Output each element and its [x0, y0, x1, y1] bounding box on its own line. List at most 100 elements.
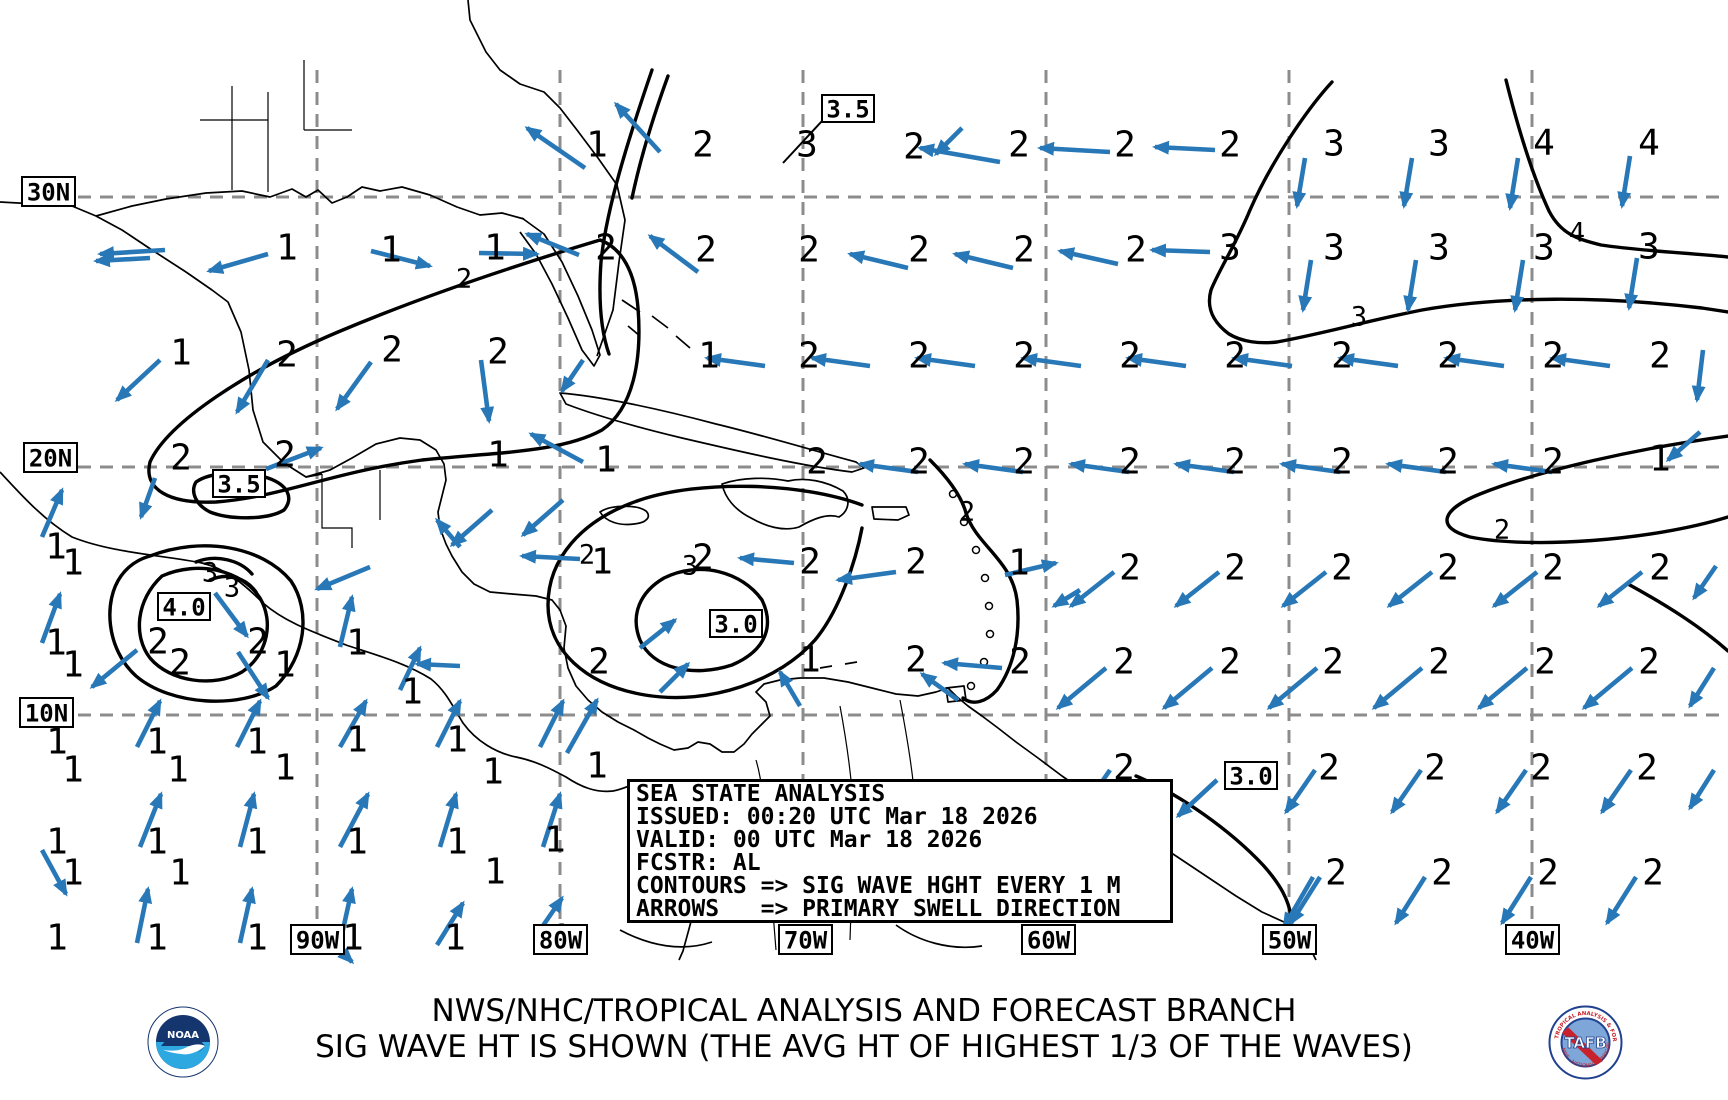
swell-direction-arrow — [1399, 157, 1415, 209]
swell-direction-arrow — [1279, 458, 1341, 475]
wave-height-value: 2 — [1331, 442, 1353, 483]
contour-value-label-box — [821, 94, 875, 123]
wave-height-value: 2 — [1437, 336, 1459, 377]
wave-height-value: 2 — [1649, 336, 1671, 377]
swell-direction-arrow — [237, 886, 256, 944]
swell-direction-arrow — [537, 698, 566, 749]
swell-direction-arrow — [1491, 570, 1539, 608]
wave-height-value: 2 — [1542, 442, 1564, 483]
wave-height-value: 1 — [446, 822, 468, 863]
wave-height-value: 3 — [1428, 124, 1450, 165]
swell-direction-arrow — [97, 246, 166, 261]
svg-text:TAFB: TAFB — [1564, 1034, 1606, 1052]
swell-direction-arrow — [835, 569, 897, 586]
wave-height-value: 4 — [1533, 123, 1555, 164]
wave-height-value: 2 — [1224, 336, 1246, 377]
wave-height-value: 2 — [908, 336, 930, 377]
contour-value-label-box — [1224, 761, 1278, 790]
island-dot — [959, 517, 969, 527]
swell-direction-arrow — [520, 498, 565, 537]
swell-direction-arrow — [134, 886, 153, 944]
contour-inline-label: 2 — [456, 264, 472, 295]
swell-direction-arrow — [1371, 666, 1424, 710]
swell-direction-arrow — [1600, 768, 1633, 815]
contour-value-label: 3.0 — [714, 611, 757, 639]
swell-direction-arrow — [1055, 666, 1108, 710]
longitude-label: 40W — [1511, 927, 1555, 955]
island-dot — [984, 601, 994, 611]
wave-height-value: 1 — [591, 542, 613, 583]
wave-height-value: 2 — [1119, 442, 1141, 483]
wave-height-value: 1 — [276, 228, 298, 269]
island-coastline — [819, 665, 833, 669]
wave-height-value: 1 — [484, 228, 506, 269]
island-coastline — [844, 661, 858, 665]
swell-direction-arrow — [1037, 141, 1111, 156]
swell-direction-arrow — [1691, 349, 1706, 403]
wave-height-value: 2 — [487, 332, 509, 373]
wave-height-value: 2 — [274, 435, 296, 476]
wave-height-value: 1 — [799, 640, 821, 681]
swell-direction-arrow — [1149, 243, 1211, 258]
info-arrows: ARROWS => PRIMARY SWELL DIRECTION — [636, 896, 1121, 922]
island-dot — [966, 681, 976, 691]
swell-direction-arrow — [528, 431, 585, 465]
swell-direction-arrow — [435, 517, 462, 549]
contour-value-label-box — [212, 469, 266, 498]
wave-height-value: 1 — [246, 822, 268, 863]
wave-height-value: 1 — [380, 230, 402, 271]
swell-direction-arrow — [397, 645, 423, 691]
wave-height-value: 2 — [1638, 642, 1660, 683]
wave-height-value: 1 — [1649, 439, 1671, 480]
swell-direction-arrow — [370, 248, 433, 270]
swell-direction-arrow — [265, 445, 324, 472]
wave-height-value: 1 — [46, 722, 68, 763]
longitude-label-box — [1505, 924, 1560, 955]
wave-height-value: 2 — [908, 230, 930, 271]
wave-height-value: 2 — [905, 542, 927, 583]
contour-inline-label: 2 — [579, 540, 595, 571]
swell-direction-arrow — [1386, 570, 1434, 608]
longitude-label-box — [1262, 924, 1317, 955]
contour-inline-label: 3 — [682, 551, 698, 582]
swell-direction-arrow — [434, 698, 463, 749]
swell-direction-arrow — [138, 477, 158, 520]
swell-direction-arrow — [1476, 666, 1529, 710]
swell-direction-arrow — [658, 661, 691, 694]
footer-line-1: NWS/NHC/TROPICAL ANALYSIS AND FORECAST B… — [431, 993, 1297, 1029]
latitude-label-box — [23, 442, 78, 473]
swell-direction-arrow — [235, 358, 270, 415]
swell-direction-arrow — [1292, 157, 1308, 209]
wave-height-value: 2 — [1219, 125, 1241, 166]
swell-direction-arrow — [1284, 768, 1317, 815]
wave-height-value: 2 — [1125, 230, 1147, 271]
swell-direction-arrow — [613, 101, 662, 154]
wave-height-value: 2 — [1537, 853, 1559, 894]
footer-line-2: SIG WAVE HT IS SHOWN (THE AVG HT OF HIGH… — [315, 1029, 1413, 1065]
wave-height-value: 4 — [1638, 123, 1660, 164]
wave-height-value: 2 — [1331, 548, 1353, 589]
wave-height-value: 1 — [46, 918, 68, 959]
wave-height-value: 1 — [170, 333, 192, 374]
swell-direction-arrow — [437, 791, 459, 848]
island-coastline — [675, 335, 691, 349]
info-contours: CONTOURS => SIG WAVE HGHT EVERY 1 M — [636, 873, 1121, 899]
wave-height-contour — [546, 484, 864, 700]
swell-direction-arrow — [1688, 768, 1716, 811]
wave-height-value: 2 — [1534, 642, 1556, 683]
swell-direction-arrow — [1688, 666, 1716, 709]
wave-height-value: 2 — [1428, 642, 1450, 683]
swell-direction-arrow — [1173, 458, 1235, 475]
swell-direction-arrow — [1161, 666, 1214, 710]
island-coastline — [651, 315, 669, 329]
swell-direction-arrow — [478, 246, 540, 261]
swell-direction-arrow — [337, 698, 369, 749]
wave-height-value: 3 — [1219, 228, 1241, 269]
latitude-label: 10N — [25, 700, 68, 728]
wave-height-value: 2 — [1224, 548, 1246, 589]
wave-height-value: 2 — [1424, 748, 1446, 789]
wave-height-value: 2 — [1325, 853, 1347, 894]
wave-height-contour — [1504, 78, 1728, 259]
wave-height-value: 2 — [588, 642, 610, 683]
longitude-label: 80W — [539, 927, 583, 955]
